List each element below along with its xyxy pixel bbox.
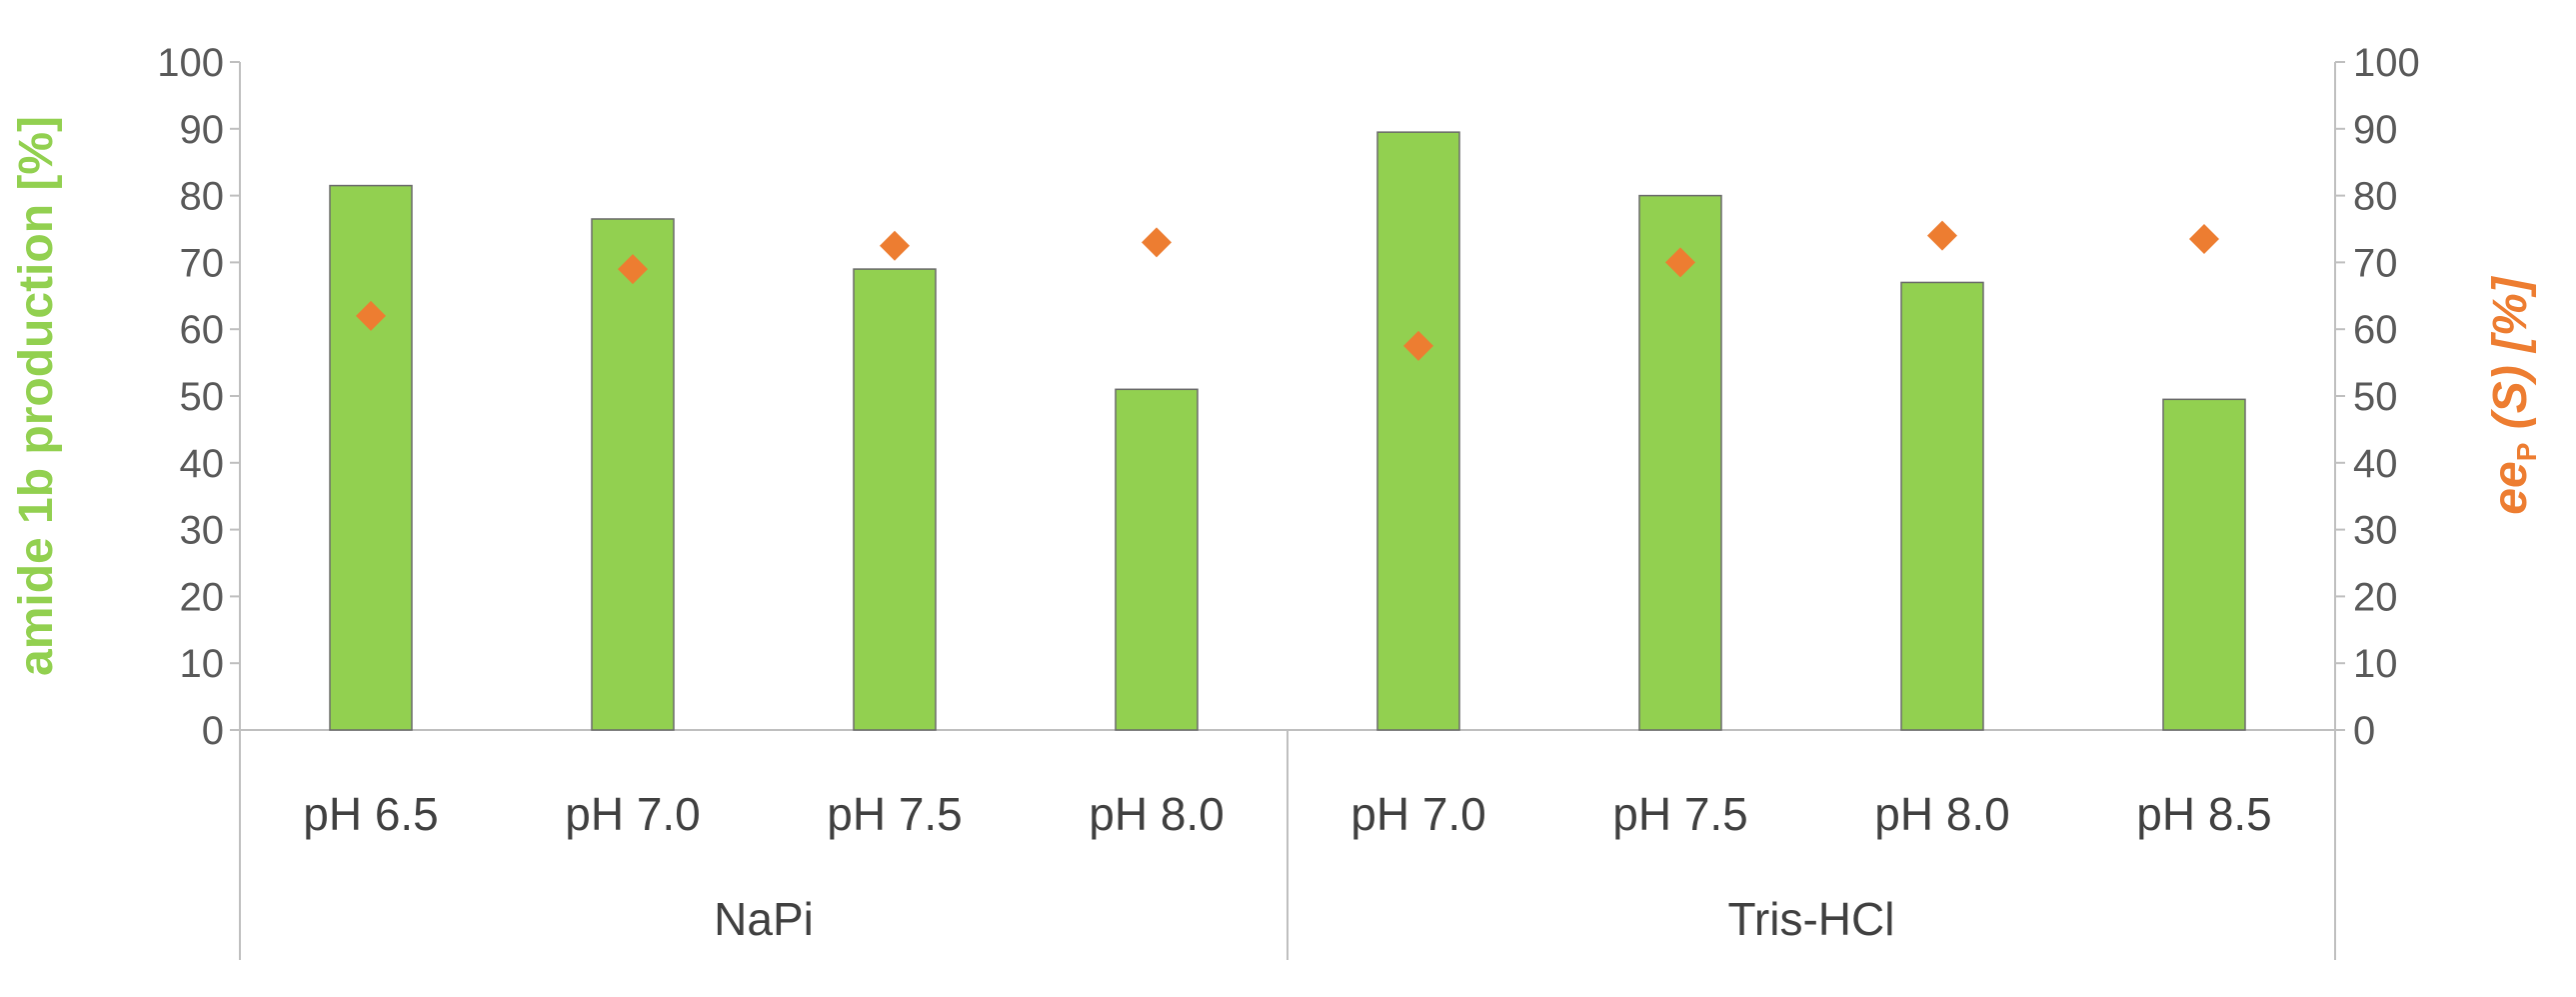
scatter-point [2189, 224, 2219, 255]
scatter-point [618, 254, 648, 285]
x-category-label: pH 6.5 [303, 788, 439, 840]
y-right-tick-label: 90 [2353, 108, 2398, 152]
x-category-label: pH 7.5 [827, 788, 963, 840]
y-right-tick-label: 30 [2353, 509, 2398, 553]
y-right-tick-label: 80 [2353, 175, 2398, 219]
x-category-label: pH 8.0 [1089, 788, 1225, 840]
scatter-point [1142, 227, 1172, 258]
y-right-tick-label: 20 [2353, 575, 2398, 619]
plot-area: 0 10 20 30 40 50 60 70 80 90 100 0 10 20 30 40 50 60 70 80 9… [157, 41, 2420, 960]
y-left-tick-label: 100 [157, 41, 224, 85]
bar [1115, 388, 1199, 731]
bar [1376, 131, 1460, 731]
y-left-tick-label: 20 [180, 575, 225, 619]
scatter-point [880, 230, 910, 261]
y-left-tick-label: 30 [180, 509, 225, 553]
bar [853, 268, 937, 731]
y-right-tick-label: 0 [2353, 709, 2375, 753]
x-category-label: pH 7.0 [1350, 788, 1486, 840]
y-right-tick-label: 100 [2353, 41, 2420, 85]
y-axis-left-label: amide 1b production [%] [10, 116, 63, 676]
y-left-tick-label: 40 [180, 442, 225, 486]
y-left-tick-label: 0 [202, 709, 224, 753]
scatter-point [356, 300, 386, 331]
y-left-tick-label: 70 [180, 241, 225, 285]
y-left-tick-label: 60 [180, 308, 225, 352]
y-left-tick-label: 90 [180, 108, 225, 152]
y-right-tick-label: 70 [2353, 241, 2398, 285]
y-axis-right-label-suffix: (S) [%] [2484, 275, 2537, 442]
y-axis-right-label-subscript: P [2511, 443, 2542, 462]
bar [591, 218, 675, 731]
bar [329, 184, 413, 731]
bar [2162, 398, 2246, 731]
bar [1638, 194, 1722, 731]
y-axis-right-label-main: ee [2484, 461, 2537, 514]
x-category-label: pH 8.0 [1874, 788, 2010, 840]
y-right-tick-label: 60 [2353, 308, 2398, 352]
y-right-tick-label: 40 [2353, 442, 2398, 486]
x-category-label: pH 7.5 [1612, 788, 1748, 840]
scatter-point [1403, 330, 1433, 361]
x-group-label: NaPi [714, 893, 814, 945]
scatter-point [1665, 247, 1695, 278]
y-right-tick-label: 10 [2353, 642, 2398, 686]
y-axis-right-label: eeP (S) [%] [2484, 275, 2542, 514]
bar [1900, 281, 1984, 731]
scatter-point [1927, 220, 1957, 251]
y-left-tick-label: 50 [180, 375, 225, 419]
x-category-label: pH 7.0 [565, 788, 701, 840]
x-group-label: Tris-HCl [1728, 893, 1895, 945]
x-category-label: pH 8.5 [2136, 788, 2272, 840]
y-right-tick-label: 50 [2353, 375, 2398, 419]
y-left-tick-label: 80 [180, 175, 225, 219]
y-left-tick-label: 10 [180, 642, 225, 686]
